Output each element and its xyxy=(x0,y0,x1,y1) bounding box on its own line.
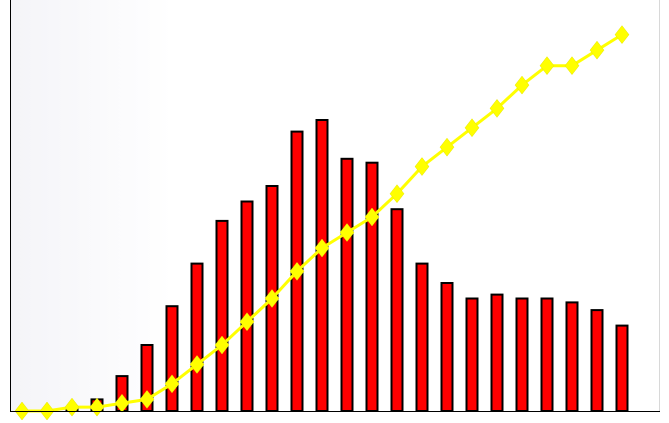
plot-background xyxy=(10,0,660,411)
bar-19 xyxy=(465,297,479,412)
line-point-17 xyxy=(414,157,430,176)
line-point-24 xyxy=(589,40,605,60)
line-point-25 xyxy=(614,25,630,45)
bar-21 xyxy=(515,297,529,412)
line-point-22 xyxy=(539,56,555,76)
line-point-20 xyxy=(489,98,505,118)
line-point-7 xyxy=(164,374,180,394)
bar-20 xyxy=(490,293,504,413)
line-point-6 xyxy=(139,389,155,409)
bar-9 xyxy=(215,219,229,412)
line-point-15 xyxy=(364,207,380,227)
bar-22 xyxy=(540,297,554,412)
line-point-13 xyxy=(314,238,330,258)
line-point-12 xyxy=(289,261,305,281)
bar-25 xyxy=(615,324,629,413)
bar-18 xyxy=(440,282,454,412)
line-point-18 xyxy=(439,137,455,157)
bar-23 xyxy=(565,301,579,412)
bar-7 xyxy=(165,305,179,413)
line-point-19 xyxy=(464,118,480,138)
bar-10 xyxy=(240,200,254,412)
line-point-5 xyxy=(114,393,130,413)
bar-17 xyxy=(415,262,429,412)
bar-24 xyxy=(590,309,604,413)
bar-13 xyxy=(315,119,329,412)
line-point-9 xyxy=(214,335,230,355)
bar-15 xyxy=(365,161,379,412)
line-point-23 xyxy=(564,56,580,76)
line-point-11 xyxy=(264,289,280,308)
line-series xyxy=(14,25,630,421)
line-point-16 xyxy=(389,184,405,204)
line-point-21 xyxy=(514,75,530,95)
bar-14 xyxy=(340,157,354,412)
bar-8 xyxy=(190,262,204,412)
bar-16 xyxy=(390,208,404,412)
line-point-10 xyxy=(239,312,255,332)
line-point-14 xyxy=(339,223,355,242)
line-point-8 xyxy=(189,355,205,374)
